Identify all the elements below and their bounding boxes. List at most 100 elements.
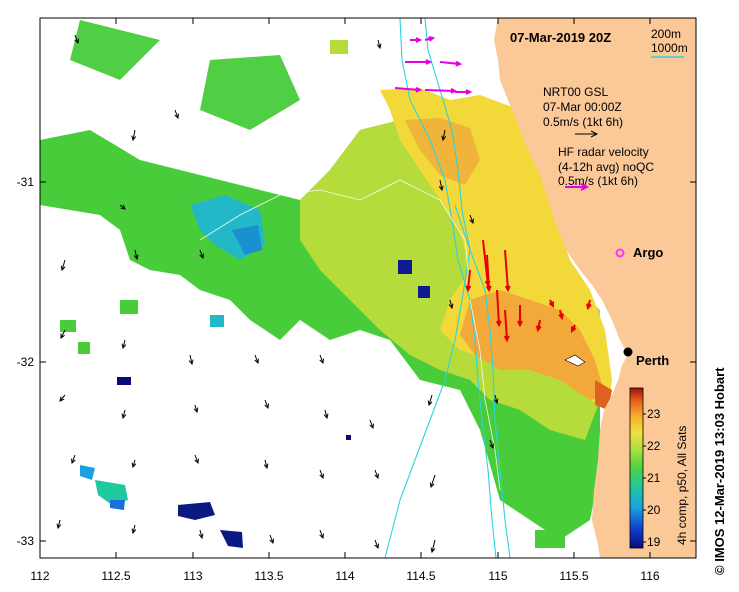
date-label: 07-Mar-2019 20Z <box>510 30 611 45</box>
magenta-arrow <box>439 60 463 67</box>
model-arrow <box>74 34 79 45</box>
land-mass <box>494 18 696 558</box>
colorbar-tick: 21 <box>647 471 661 485</box>
plot-frame <box>39 17 697 559</box>
contour-200m-label: 200m <box>651 27 681 41</box>
radar-arrow <box>558 309 564 321</box>
model-arrow <box>131 524 137 535</box>
model-arrow <box>323 409 329 420</box>
y-tick-label: -33 <box>17 534 35 548</box>
model-arrow <box>60 329 66 339</box>
colorbar-label: 4h comp, p50, All Sats <box>675 426 689 545</box>
magenta-arrow <box>424 36 436 42</box>
x-tick-label: 112.5 <box>101 569 130 583</box>
radar-speed: 0.5m/s (1kt 6h) <box>558 174 638 188</box>
model-arrow <box>254 354 259 365</box>
contour-1000m-label: 1000m <box>651 41 688 55</box>
model-title: NRT00 GSL <box>543 85 608 99</box>
x-tick-label: 112 <box>30 569 49 583</box>
magenta-arrows <box>394 36 473 95</box>
x-tick-label: 114 <box>335 569 354 583</box>
model-arrow <box>374 469 379 480</box>
velocity-legend: NRT00 GSL 07-Mar 00:00Z 0.5m/s (1kt 6h) … <box>543 85 654 191</box>
x-tick-label: 113.5 <box>254 569 283 583</box>
colorbar-tick: 19 <box>647 535 661 549</box>
credit-text: © IMOS 12-Mar-2019 13:03 Hobart <box>712 367 727 575</box>
x-tick-label: 115 <box>488 569 507 583</box>
model-arrow <box>121 339 127 350</box>
model-arrow <box>174 109 179 120</box>
white-contours <box>199 179 501 491</box>
magenta-arrow <box>394 86 423 93</box>
model-arrow <box>263 459 269 470</box>
y-axis-labels: -31 -32 -33 <box>17 175 35 548</box>
model-arrow <box>264 399 269 410</box>
perth-marker: Perth <box>564 347 669 368</box>
model-arrow <box>441 129 447 142</box>
radar-arrow <box>571 324 577 333</box>
model-arrow <box>448 299 454 310</box>
model-arrow <box>369 419 374 430</box>
depth-scale-legend: 200m 1000m <box>651 27 688 58</box>
model-arrow <box>374 539 379 550</box>
model-arrow <box>429 474 436 489</box>
hf-radar-arrows <box>465 239 592 343</box>
model-arrow <box>427 394 433 407</box>
model-arrow <box>376 39 382 50</box>
model-arrow <box>193 404 199 414</box>
magenta-arrow <box>455 89 473 95</box>
radar-arrow <box>586 299 592 311</box>
magenta-arrow <box>405 59 433 65</box>
model-speed: 0.5m/s (1kt 6h) <box>543 115 623 129</box>
radar-arrow <box>504 249 511 293</box>
model-arrow <box>56 519 62 530</box>
x-axis-labels: 112 112.5 113 113.5 114 114.5 115 115.5 … <box>30 569 659 583</box>
colorbar-tick: 22 <box>647 439 661 453</box>
y-tick-label: -32 <box>17 355 35 369</box>
model-arrow <box>60 259 66 272</box>
colorbar-tick: 23 <box>647 407 661 421</box>
perth-label: Perth <box>636 353 669 368</box>
radar-arrow <box>485 254 492 293</box>
radar-arrow <box>535 319 542 333</box>
model-arrow <box>198 529 204 540</box>
x-axis-ticks <box>39 18 651 558</box>
model-time: 07-Mar 00:00Z <box>543 100 622 114</box>
x-tick-label: 113 <box>183 569 202 583</box>
magenta-arrow <box>410 37 423 43</box>
model-arrow <box>469 214 474 225</box>
radar-arrow <box>503 309 510 343</box>
model-arrow <box>131 459 137 469</box>
sst-field <box>40 20 612 548</box>
argo-label: Argo <box>633 245 663 260</box>
argo-marker: Argo <box>615 245 663 260</box>
model-arrow <box>119 204 126 210</box>
colorbar: 19 20 21 22 23 4h comp, p50, All Sats <box>629 387 689 549</box>
radar-arrow <box>465 269 472 293</box>
radar-arrow <box>548 299 554 308</box>
y-tick-label: -31 <box>17 175 35 189</box>
model-arrow <box>199 249 204 260</box>
model-arrow <box>319 354 324 365</box>
colorbar-tick: 20 <box>647 503 661 517</box>
x-tick-label: 114.5 <box>406 569 435 583</box>
model-arrow <box>188 354 194 366</box>
model-current-arrows <box>56 34 499 554</box>
model-arrow <box>430 539 436 554</box>
y-axis-ticks <box>40 181 696 542</box>
model-arrow <box>194 454 199 465</box>
x-tick-label: 115.5 <box>559 569 588 583</box>
model-arrow <box>59 394 66 402</box>
model-arrow <box>131 129 137 142</box>
radar-subtitle: (4-12h avg) noQC <box>558 160 654 174</box>
model-arrow <box>71 454 76 465</box>
model-arrow <box>489 439 494 450</box>
model-arrow <box>133 249 139 261</box>
model-arrow <box>438 179 444 192</box>
model-arrow <box>319 469 324 480</box>
model-arrow <box>269 534 274 545</box>
radar-arrow <box>495 289 502 328</box>
x-tick-label: 116 <box>640 569 659 583</box>
model-arrow <box>121 409 127 420</box>
